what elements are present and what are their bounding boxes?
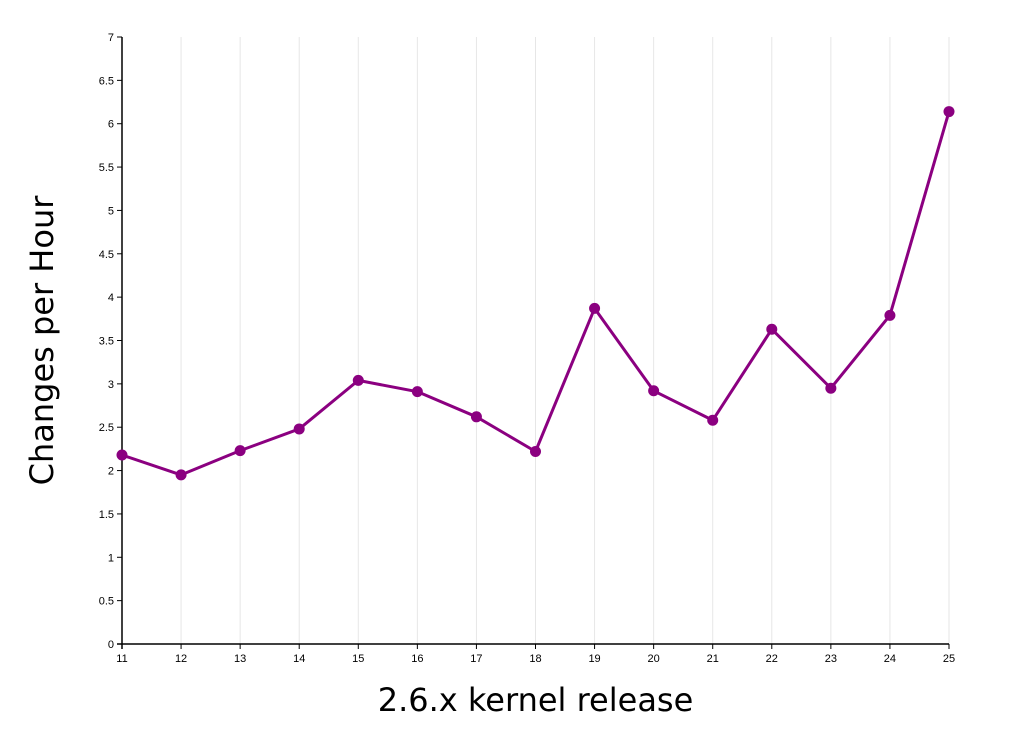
data-point — [884, 309, 896, 321]
y-axis-ticks: 0 0.5 1 1.5 2 2.5 3 3.5 4 4.5 5 5.5 6 6.5 7 — [99, 32, 122, 651]
x-tick-label: 17 — [470, 653, 482, 665]
y-tick-label: 0.5 — [99, 596, 114, 608]
x-axis-title: 2.6.x kernel release — [378, 681, 694, 719]
y-tick-label: 6 — [108, 119, 114, 131]
x-tick-label: 23 — [825, 653, 837, 665]
y-axis-title: Changes per Hour — [23, 195, 61, 486]
y-tick-label: 5.5 — [99, 162, 114, 174]
x-tick-label: 24 — [884, 653, 896, 665]
data-point — [116, 449, 128, 461]
x-tick-label: 22 — [766, 653, 778, 665]
x-tick-label: 14 — [293, 653, 305, 665]
data-point — [470, 411, 482, 423]
grid-lines — [180, 37, 950, 644]
y-tick-label: 0 — [108, 639, 114, 651]
y-tick-label: 6.5 — [99, 75, 114, 87]
x-tick-label: 11 — [116, 653, 127, 665]
x-tick-label: 21 — [707, 653, 719, 665]
x-tick-label: 25 — [943, 653, 955, 665]
series-group — [116, 106, 955, 481]
y-tick-label: 4 — [108, 292, 114, 304]
y-tick-label: 5 — [108, 205, 114, 217]
y-tick-label: 1 — [108, 552, 114, 564]
x-axis-ticks: 11 12 13 14 15 16 17 18 19 20 21 22 23 24 25 — [116, 644, 955, 665]
y-tick-label: 3.5 — [99, 336, 114, 348]
x-tick-label: 18 — [529, 653, 541, 665]
y-tick-label: 2.5 — [99, 422, 114, 434]
data-point — [352, 374, 364, 386]
data-point — [825, 382, 837, 394]
x-tick-label: 12 — [175, 653, 187, 665]
x-tick-label: 20 — [648, 653, 660, 665]
x-tick-label: 15 — [352, 653, 364, 665]
y-tick-label: 3 — [108, 379, 114, 391]
x-tick-label: 13 — [234, 653, 246, 665]
data-point — [530, 445, 541, 457]
data-point — [293, 423, 305, 435]
data-point — [648, 385, 660, 397]
y-tick-label: 7 — [108, 32, 114, 44]
data-point — [943, 106, 955, 118]
data-point — [411, 386, 423, 398]
data-point — [234, 445, 246, 457]
data-point — [589, 302, 601, 314]
y-tick-label: 4.5 — [99, 249, 114, 261]
x-tick-label: 19 — [588, 653, 600, 665]
data-point — [707, 414, 719, 426]
x-tick-label: 16 — [411, 653, 423, 665]
data-point — [766, 323, 778, 335]
y-tick-label: 1.5 — [99, 509, 114, 521]
data-point — [175, 469, 187, 481]
y-tick-label: 2 — [108, 466, 114, 478]
